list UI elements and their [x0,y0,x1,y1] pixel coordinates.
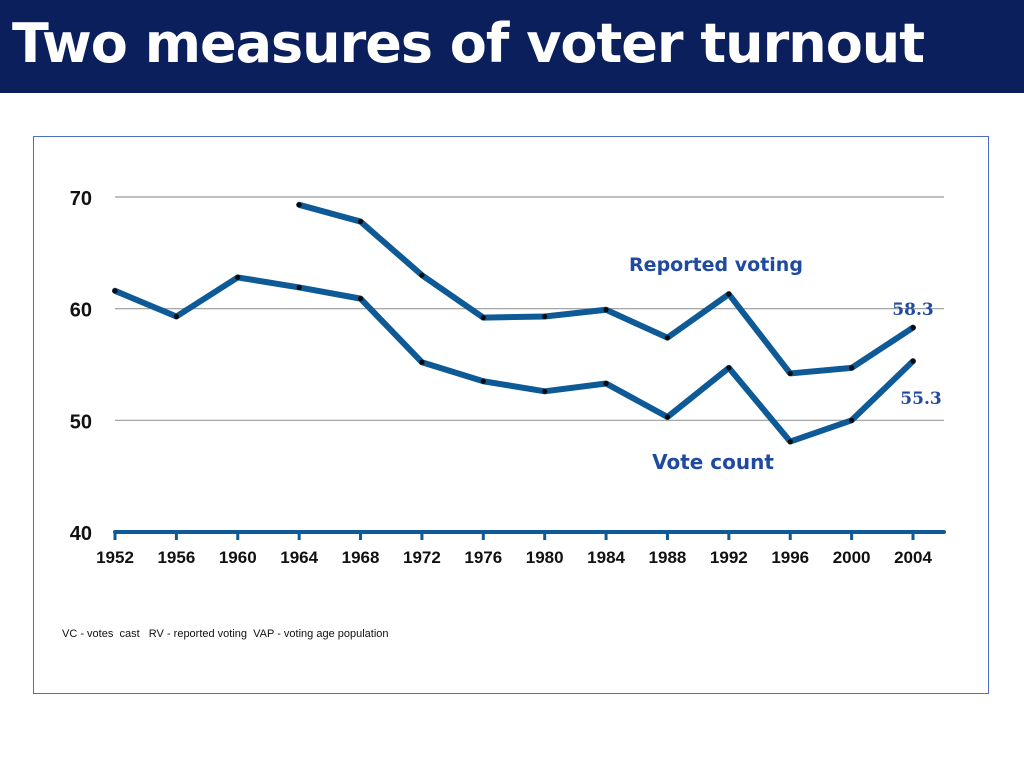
series-line-0 [296,201,916,377]
x-tick-label: 1976 [464,548,502,567]
series-line-1 [112,274,916,445]
data-point [419,359,425,365]
data-point [357,296,364,302]
x-tick-label: 1984 [587,548,625,567]
data-point [542,388,548,394]
footnote: VC - votes cast RV - reported voting VAP… [62,628,389,640]
data-point [419,272,425,278]
data-point [726,365,732,371]
x-tick-label: 1960 [219,548,257,567]
end-value-vote-count: 55.3 [900,389,941,409]
data-point [357,218,364,225]
y-tick-label: 50 [70,411,92,433]
series-label-vote-count: Vote count [652,450,774,474]
data-point [173,313,179,320]
y-tick-label: 40 [70,523,92,545]
data-point [235,274,241,280]
data-point [664,414,671,420]
x-tick-label: 1972 [403,548,441,567]
data-point [726,291,732,297]
x-tick-label: 2000 [833,548,871,567]
grid-lines [115,196,944,421]
data-point [664,335,671,341]
data-point [787,438,793,445]
data-point [480,378,486,384]
series-label-reported-voting: Reported voting [629,254,803,276]
data-point [296,202,302,208]
title-bar: Two measures of voter turnout [0,0,1024,93]
x-tick-label: 1964 [280,548,318,567]
data-point [910,358,916,364]
data-point [910,325,916,331]
x-tick-label: 2004 [894,548,932,567]
x-tick-labels: 1952 1956 1960 1964 1968 1972 1976 1980 1984 1988… [96,548,932,567]
chart-frame [33,136,989,694]
x-tick-label: 1952 [96,548,134,567]
data-point [787,370,793,377]
data-point [603,307,609,313]
x-tick-label: 1956 [157,548,195,567]
data-point [849,365,855,371]
data-point [112,288,118,294]
y-tick-labels: 40 50 60 70 [70,188,92,545]
data-point [849,417,855,423]
y-tick-label: 60 [70,300,92,322]
x-tick-label: 1980 [526,548,564,567]
y-tick-label: 70 [70,188,92,210]
data-point [542,313,548,320]
end-value-reported-voting: 58.3 [892,300,933,320]
x-axis [113,530,946,540]
slide-title: Two measures of voter turnout [12,12,925,75]
data-point [603,380,609,387]
data-point [296,284,302,291]
series-lines [112,201,916,445]
data-point [480,315,486,321]
x-tick-label: 1988 [649,548,687,567]
x-tick-label: 1968 [342,548,380,567]
x-tick-label: 1992 [710,548,748,567]
x-tick-label: 1996 [771,548,809,567]
